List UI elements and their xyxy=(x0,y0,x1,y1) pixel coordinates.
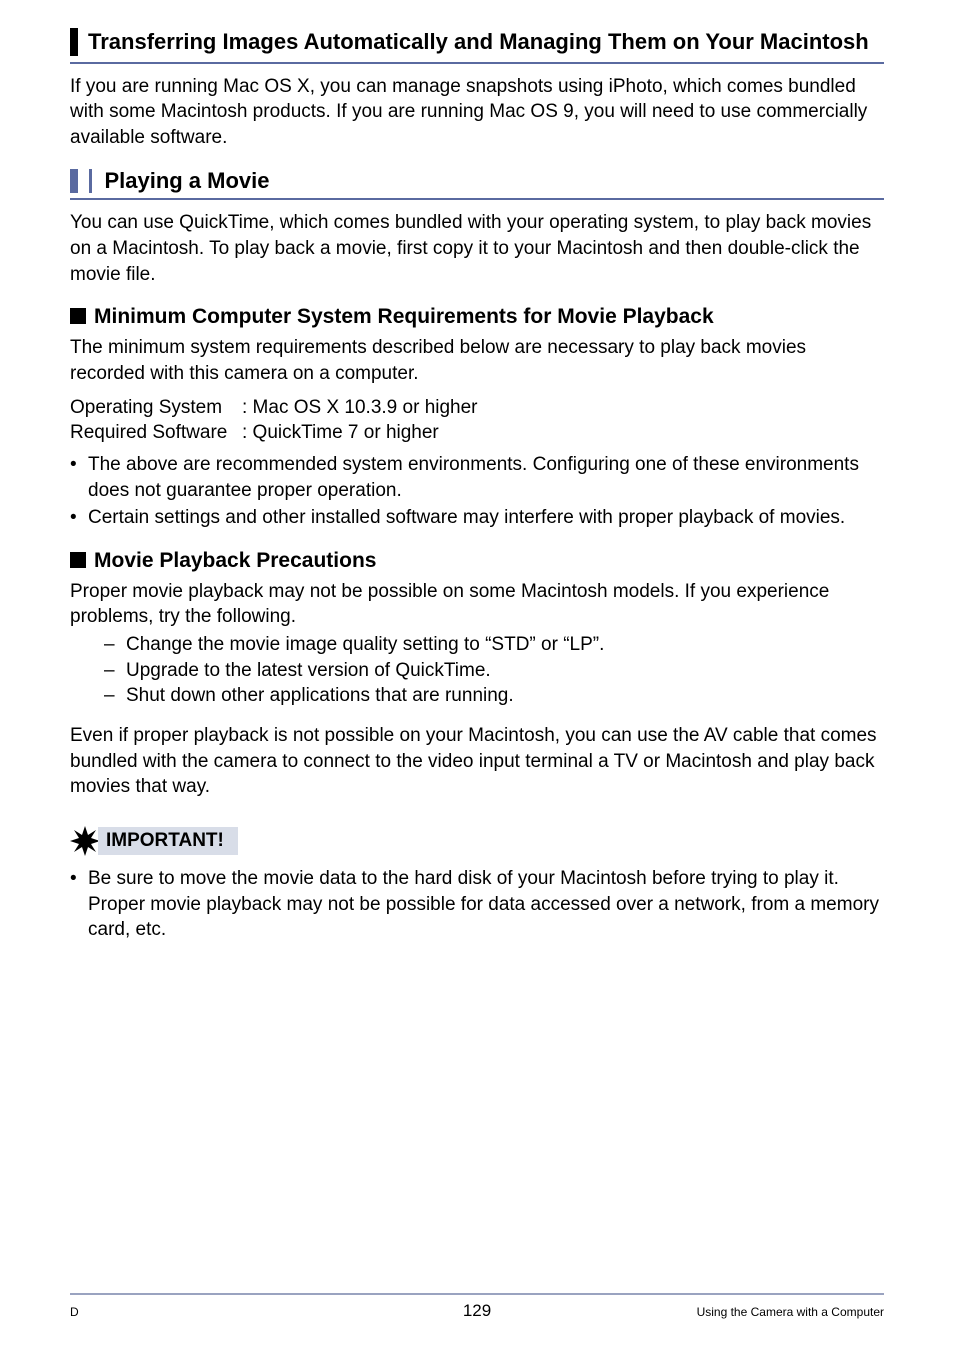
sub2-body: Proper movie playback may not be possibl… xyxy=(70,579,884,630)
bullet-text: Certain settings and other installed sof… xyxy=(88,505,845,531)
sw-label: Required Software xyxy=(70,420,242,446)
square-bullet-icon xyxy=(70,552,86,568)
dash-icon: – xyxy=(104,632,126,658)
burst-icon xyxy=(70,826,100,856)
os-label: Operating System xyxy=(70,395,242,421)
section-heading-block: Transferring Images Automatically and Ma… xyxy=(70,28,884,64)
dash-icon: – xyxy=(104,683,126,709)
important-callout: IMPORTANT! xyxy=(70,826,884,856)
list-item: – Change the movie image quality setting… xyxy=(104,632,884,658)
footer-right: Using the Camera with a Computer xyxy=(615,1305,884,1319)
footer-left: D xyxy=(70,1305,339,1319)
sub1-title: Minimum Computer System Requirements for… xyxy=(94,305,714,328)
important-label: IMPORTANT! xyxy=(98,827,238,855)
heading-rule xyxy=(70,198,884,200)
section2-title: Playing a Movie xyxy=(104,168,269,194)
section2-heading-block: Playing a Movie xyxy=(70,168,884,200)
dash-text: Upgrade to the latest version of QuickTi… xyxy=(126,658,491,684)
sub2-body2: Even if proper playback is not possible … xyxy=(70,723,884,800)
bullet-icon: • xyxy=(70,866,88,943)
section1-body: If you are running Mac OS X, you can man… xyxy=(70,74,884,151)
important-bullet-list: • Be sure to move the movie data to the … xyxy=(70,866,884,943)
section-bar-icon xyxy=(70,169,92,193)
dash-text: Shut down other applications that are ru… xyxy=(126,683,514,709)
page-footer: D 129 Using the Camera with a Computer xyxy=(70,1293,884,1321)
footer-row: D 129 Using the Camera with a Computer xyxy=(70,1301,884,1321)
sw-row: Required Software: QuickTime 7 or higher xyxy=(70,420,884,446)
list-item: – Shut down other applications that are … xyxy=(104,683,884,709)
bullet-icon: • xyxy=(70,452,88,503)
dash-text: Change the movie image quality setting t… xyxy=(126,632,604,658)
sub2-dash-list: – Change the movie image quality setting… xyxy=(70,632,884,709)
list-item: • The above are recommended system envir… xyxy=(70,452,884,503)
list-item: • Be sure to move the movie data to the … xyxy=(70,866,884,943)
heading-rule xyxy=(70,62,884,64)
footer-rule xyxy=(70,1293,884,1295)
sub1-bullet-list: • The above are recommended system envir… xyxy=(70,452,884,531)
bullet-text: Be sure to move the movie data to the ha… xyxy=(88,866,884,943)
bullet-text: The above are recommended system environ… xyxy=(88,452,884,503)
sw-value: : QuickTime 7 or higher xyxy=(242,422,439,443)
section1-title: Transferring Images Automatically and Ma… xyxy=(70,28,884,56)
sub2-title: Movie Playback Precautions xyxy=(94,549,376,572)
bullet-icon: • xyxy=(70,505,88,531)
sub2-heading: Movie Playback Precautions xyxy=(70,549,884,573)
dash-icon: – xyxy=(104,658,126,684)
page-number: 129 xyxy=(339,1301,616,1321)
sub1-heading: Minimum Computer System Requirements for… xyxy=(70,305,884,329)
sub1-body: The minimum system requirements describe… xyxy=(70,335,884,386)
list-item: • Certain settings and other installed s… xyxy=(70,505,884,531)
section2-body: You can use QuickTime, which comes bundl… xyxy=(70,210,884,287)
square-bullet-icon xyxy=(70,308,86,324)
os-row: Operating System: Mac OS X 10.3.9 or hig… xyxy=(70,395,884,421)
os-value: : Mac OS X 10.3.9 or higher xyxy=(242,397,478,418)
list-item: – Upgrade to the latest version of Quick… xyxy=(104,658,884,684)
